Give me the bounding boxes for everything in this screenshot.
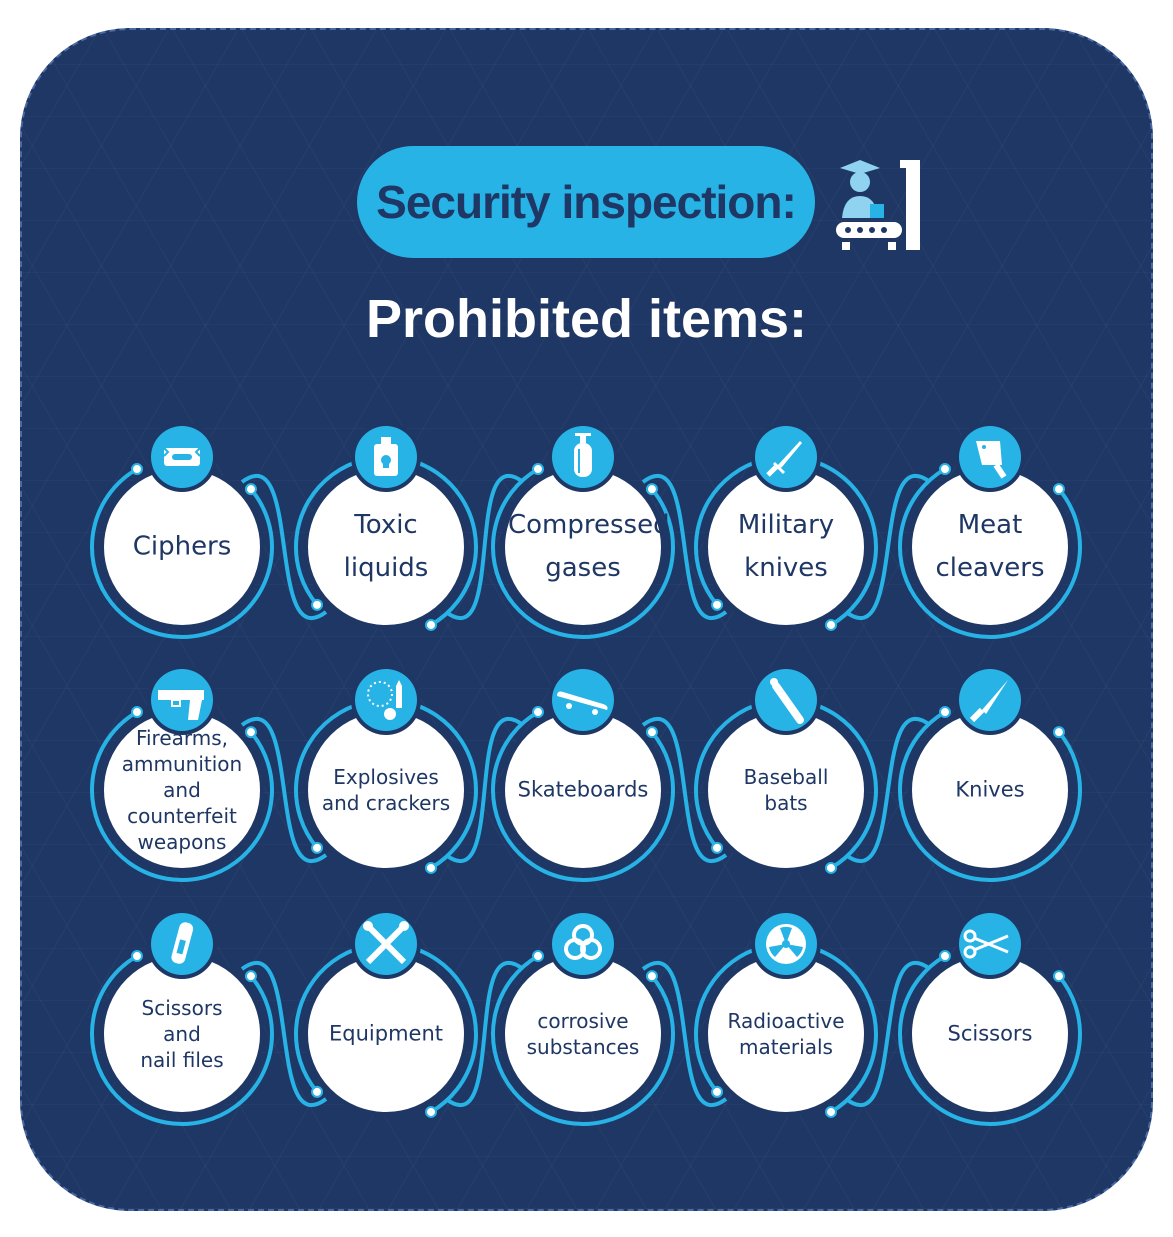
item-label: Meat cleavers [935,510,1045,583]
item-label: Explosives and crackers [321,765,451,815]
item-label: Scissors and nail files [140,996,224,1072]
item-label: Baseball bats [743,765,829,815]
item-label: Skateboards [517,777,649,802]
item-label: Radioactive materials [727,1009,845,1059]
title-pill: Security inspection: [357,146,815,258]
item-label: Ciphers [132,531,232,562]
item-label: Military knives [737,510,835,583]
item-label: Firearms, ammunition and counterfeit weapon… [121,726,243,854]
item-label: Scissors [947,1021,1033,1046]
item-label: Toxic liquids [343,510,429,583]
security-inspection-icon [836,160,920,250]
section-heading: Prohibited items: [365,289,808,349]
item-label: corrosive substances [526,1009,640,1059]
page-title: Security inspection: [376,176,797,228]
item-label: Knives [955,777,1025,802]
item-label: Compressed gases [508,510,670,583]
item-label: Equipment [329,1021,443,1046]
